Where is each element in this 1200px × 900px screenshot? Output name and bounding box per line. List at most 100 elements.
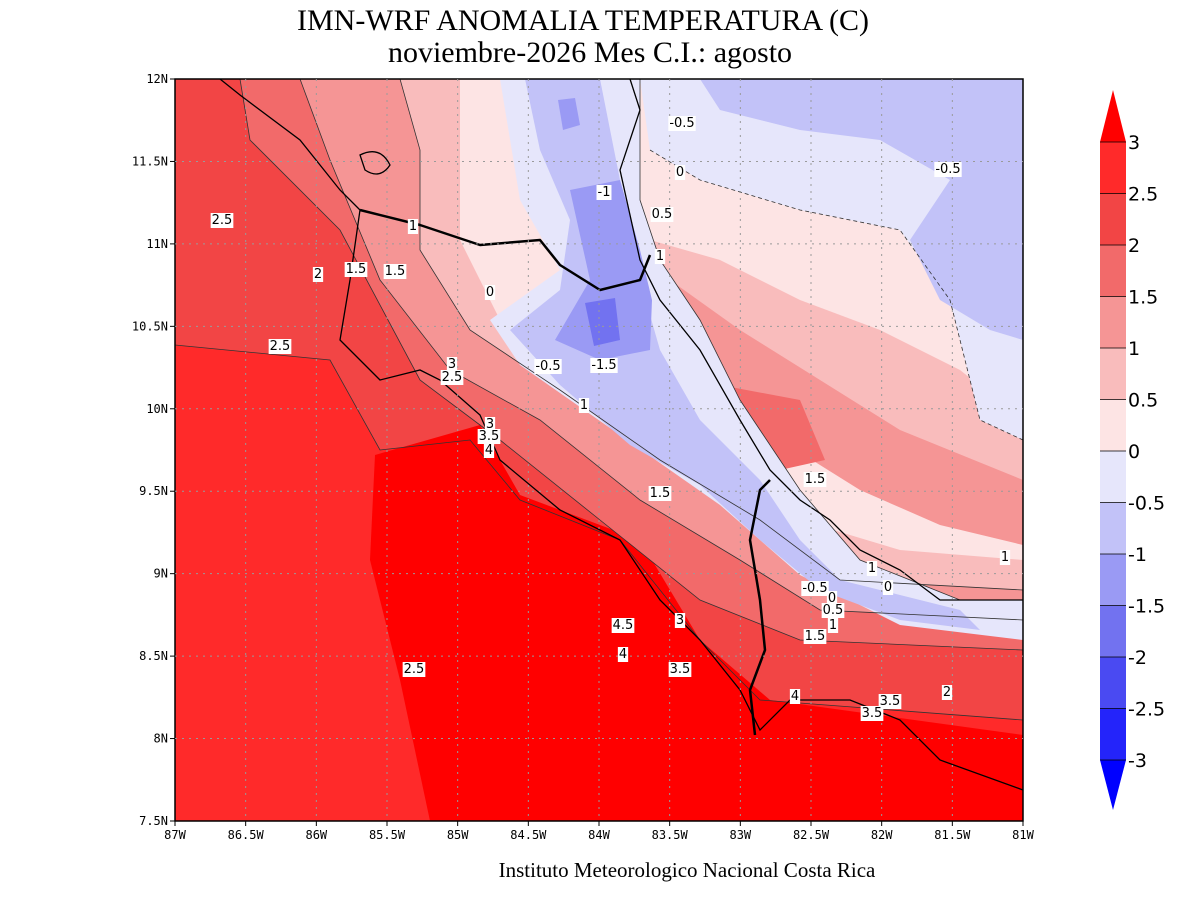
contour-label-bg: [866, 561, 878, 576]
contour-label: 4.5: [613, 618, 634, 633]
colorbar-label: -2: [1128, 647, 1147, 669]
contour-label: 4: [485, 443, 493, 458]
y-tick-label: 9.5N: [139, 484, 168, 498]
contour-label-bg: [484, 285, 496, 300]
contour-label: 0: [884, 580, 892, 595]
colorbar-label: -1: [1128, 544, 1147, 566]
contour-label-bg: [668, 116, 696, 131]
colorbar-label: -2.5: [1128, 699, 1165, 721]
contour-label: 3: [676, 613, 684, 628]
contour-label-bg: [578, 398, 590, 413]
anomaly-field: [175, 79, 1023, 821]
colorbar-label: 3: [1128, 132, 1140, 154]
contour-label: 2: [943, 685, 951, 700]
contour-label-bg: [934, 162, 962, 177]
contour-label: 1: [656, 249, 664, 264]
contour-label: 1: [1001, 550, 1009, 565]
contour-line: [639, 79, 1023, 601]
contour-label-bg: [803, 472, 827, 487]
contour-label-bg: [483, 443, 495, 458]
contour-label: 3.5: [862, 706, 883, 721]
borders: [219, 78, 1024, 791]
contour-label: 3.5: [479, 429, 500, 444]
contour-label: -0.5: [535, 359, 560, 374]
subtitle: noviembre-2026 Mes C.I.: agosto: [388, 36, 792, 69]
colorbar-swatch: [1100, 657, 1126, 709]
contour-label-bg: [882, 580, 894, 595]
contour-line: [175, 344, 1023, 721]
field-band: [720, 385, 825, 470]
contour-label-bg: [611, 618, 635, 633]
contour-label-bg: [803, 629, 827, 644]
x-tick-label: 84.5W: [510, 828, 547, 842]
contour-label-bg: [654, 249, 666, 264]
contour-label-bg: [534, 359, 562, 374]
field-band: [370, 425, 1023, 821]
contour-label: 1: [829, 618, 837, 633]
contour-label-bg: [446, 357, 458, 372]
contour-label: 1.5: [805, 629, 826, 644]
y-tick-label: 9N: [154, 567, 168, 581]
contour-label: -0.5: [935, 162, 960, 177]
colorbar-label: 0: [1128, 441, 1140, 463]
contour-label: -0.5: [802, 581, 827, 596]
colorbar-swatch: [1100, 554, 1126, 606]
coastline: [619, 78, 1023, 601]
y-tick-label: 10.5N: [132, 319, 168, 333]
x-tick-label: 84W: [588, 828, 610, 842]
contour-label: 0.5: [652, 207, 673, 222]
colorbar-swatch: [1100, 708, 1126, 760]
contour-label-bg: [821, 603, 845, 618]
contour-label: 1.5: [805, 472, 826, 487]
coastline: [219, 78, 1024, 791]
contour-label-bg: [826, 591, 838, 606]
x-tick-label: 81.5W: [934, 828, 971, 842]
contour-label: 0: [486, 285, 494, 300]
colorbar-label: 2.5: [1128, 184, 1158, 206]
contour-label-bg: [650, 207, 674, 222]
colorbar-label: -3: [1128, 750, 1147, 772]
contour-label: 1: [868, 561, 876, 576]
country-border: [359, 208, 652, 292]
contour-label: 2.5: [212, 213, 233, 228]
colorbar-swatch: [1100, 296, 1126, 348]
colorbar-label: -0.5: [1128, 493, 1165, 515]
contour-label: -0.5: [669, 116, 694, 131]
colorbar-label: 1: [1128, 338, 1140, 360]
y-tick-label: 8.5N: [139, 649, 168, 663]
contour-label: 3: [486, 417, 494, 432]
colorbar-swatch: [1100, 193, 1126, 245]
field-band: [700, 79, 1023, 340]
contour-label: 4: [791, 689, 799, 704]
field-band: [670, 280, 1023, 545]
contour-label-bg: [674, 613, 686, 628]
contour-label: 0: [828, 591, 836, 606]
y-tick-label: 7.5N: [139, 814, 168, 828]
x-tick-label: 83W: [729, 828, 751, 842]
contour-label-bg: [674, 165, 686, 180]
field-band: [585, 298, 620, 346]
contour-label: 0: [676, 165, 684, 180]
colorbar-swatch: [1100, 245, 1126, 297]
x-tick-label: 81W: [1012, 828, 1034, 842]
contour-label: 1.5: [385, 264, 406, 279]
y-tick-label: 8N: [154, 732, 168, 746]
contour-label-bg: [312, 267, 324, 282]
contour-label-bg: [801, 581, 829, 596]
colorbar-label: 1.5: [1128, 287, 1158, 309]
colorbar-swatch: [1100, 399, 1126, 451]
colorbar-swatch: [1100, 348, 1126, 400]
colorbar-swatch: [1100, 451, 1126, 503]
contour-label: 3: [448, 357, 456, 372]
x-tick-label: 85W: [447, 828, 469, 842]
contour-label-bg: [477, 429, 501, 444]
contour-label-bg: [402, 662, 426, 677]
contour-label: 0.5: [823, 603, 844, 618]
colorbar-label: -1.5: [1128, 596, 1165, 618]
field-band: [640, 79, 1023, 440]
contour-label-bg: [617, 647, 629, 662]
x-tick-label: 82.5W: [793, 828, 830, 842]
contour-label: 1: [409, 219, 417, 234]
contour-label-bg: [648, 486, 672, 501]
